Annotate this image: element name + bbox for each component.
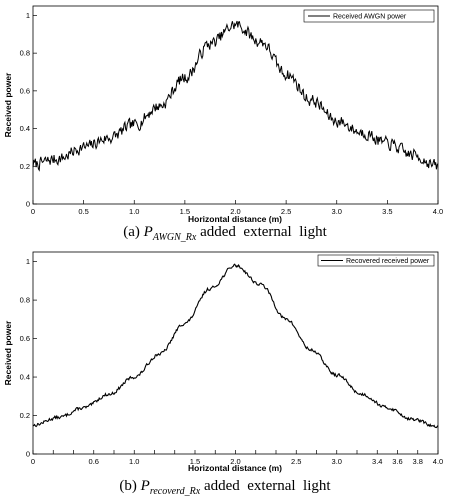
legend-box-b bbox=[317, 254, 435, 267]
x-tick-label-a-1: 0.5 bbox=[78, 207, 88, 216]
y-axis-label-a: Received power bbox=[3, 72, 13, 137]
x-tick-label-a-3: 1.5 bbox=[180, 207, 190, 216]
x-tick-label-b-18: 3.6 bbox=[392, 457, 402, 466]
y-tick-label-b-1: 0.2 bbox=[20, 411, 30, 420]
chart-panel-b: 0 0.6 1.0 1.5 2.0 2.5 3.0 3.4 3.6 3.8 4.0 0 0.2 0.4 0.… bbox=[3, 251, 444, 473]
caption-b-subscript: recoverd_Rx bbox=[149, 486, 201, 497]
y-tick-label-b-5: 1 bbox=[26, 257, 30, 266]
x-axis-label-a: Horizontal distance (m) bbox=[188, 214, 282, 224]
legend-box-a bbox=[303, 9, 435, 23]
caption-a-text: added external light bbox=[200, 224, 327, 240]
tick-group-b: 0 0.6 1.0 1.5 2.0 2.5 3.0 3.4 3.6 3.8 4.0 0 0.2 0.4 0.… bbox=[20, 257, 444, 466]
y-tick-label-a-4: 0.8 bbox=[20, 49, 30, 58]
caption-a-subscript: AWGN_Rx bbox=[152, 232, 197, 243]
y-tick-label-b-4: 0.8 bbox=[20, 296, 30, 305]
y-tick-label-b-0: 0 bbox=[26, 450, 30, 459]
x-axis-label-b: Horizontal distance (m) bbox=[188, 463, 282, 473]
plot-frame-b bbox=[32, 251, 439, 455]
legend-a: Received AWGN power bbox=[303, 9, 435, 23]
x-tick-label-b-19: 3.8 bbox=[413, 457, 423, 466]
y-tick-label-a-3: 0.6 bbox=[20, 86, 30, 95]
x-tick-label-b-10: 2.0 bbox=[230, 457, 240, 466]
x-tick-label-b-13: 2.5 bbox=[291, 457, 301, 466]
y-tick-label-a-5: 1 bbox=[26, 11, 30, 20]
y-tick-label-a-2: 0.4 bbox=[20, 124, 30, 133]
x-tick-label-a-4: 2.0 bbox=[230, 207, 240, 216]
caption-b-symbol: P bbox=[140, 478, 150, 494]
x-tick-label-b-5: 1.0 bbox=[129, 457, 139, 466]
x-tick-label-b-0: 0 bbox=[31, 457, 35, 466]
x-tick-label-b-20: 4.0 bbox=[433, 457, 443, 466]
x-tick-label-a-8: 4.0 bbox=[433, 207, 443, 216]
legend-label-b: Recovered received power bbox=[346, 258, 430, 265]
x-tick-label-a-2: 1.0 bbox=[129, 207, 139, 216]
caption-b-label: (b) bbox=[119, 478, 137, 494]
legend-label-a: Received AWGN power bbox=[333, 14, 407, 21]
x-tick-label-a-5: 2.5 bbox=[281, 207, 291, 216]
chart-panel-a: 0 0.5 1.0 1.5 2.0 2.5 3.0 3.5 4.000.20.40.60.81 … bbox=[3, 5, 444, 224]
x-tick-label-b-8: 1.5 bbox=[190, 457, 200, 466]
y-tick-label-b-2: 0.4 bbox=[20, 373, 30, 382]
x-tick-label-a-0: 0 bbox=[31, 207, 35, 216]
series-line-recovered-received-power bbox=[32, 263, 439, 429]
caption-a-symbol: P bbox=[143, 224, 153, 240]
x-tick-label-a-7: 3.5 bbox=[382, 207, 392, 216]
series-line-received-awgn-power bbox=[32, 20, 439, 172]
x-tick-label-b-15: 3.0 bbox=[332, 457, 342, 466]
y-axis-label-b: Received power bbox=[3, 320, 13, 385]
caption-b-text: added external light bbox=[203, 478, 331, 494]
caption-a: (a) PAWGN_Rx added external light bbox=[0, 224, 450, 243]
x-tick-label-a-6: 3.0 bbox=[332, 207, 342, 216]
legend-b: Recovered received power bbox=[317, 254, 435, 267]
x-tick-label-b-3: 0.6 bbox=[89, 457, 99, 466]
x-tick-label-b-17: 3.4 bbox=[372, 457, 382, 466]
plot-frame-a bbox=[32, 5, 439, 205]
tick-group-a: 0 0.5 1.0 1.5 2.0 2.5 3.0 3.5 4.0 0 0.2 0.4 0.6 0.8 1 bbox=[20, 11, 444, 216]
caption-b: (b) Precoverd_Rx added external light bbox=[0, 478, 450, 497]
y-tick-label-a-1: 0.2 bbox=[20, 162, 30, 171]
caption-a-label: (a) bbox=[123, 224, 140, 240]
y-tick-label-b-3: 0.6 bbox=[20, 334, 30, 343]
y-tick-label-a-0: 0 bbox=[26, 200, 30, 209]
